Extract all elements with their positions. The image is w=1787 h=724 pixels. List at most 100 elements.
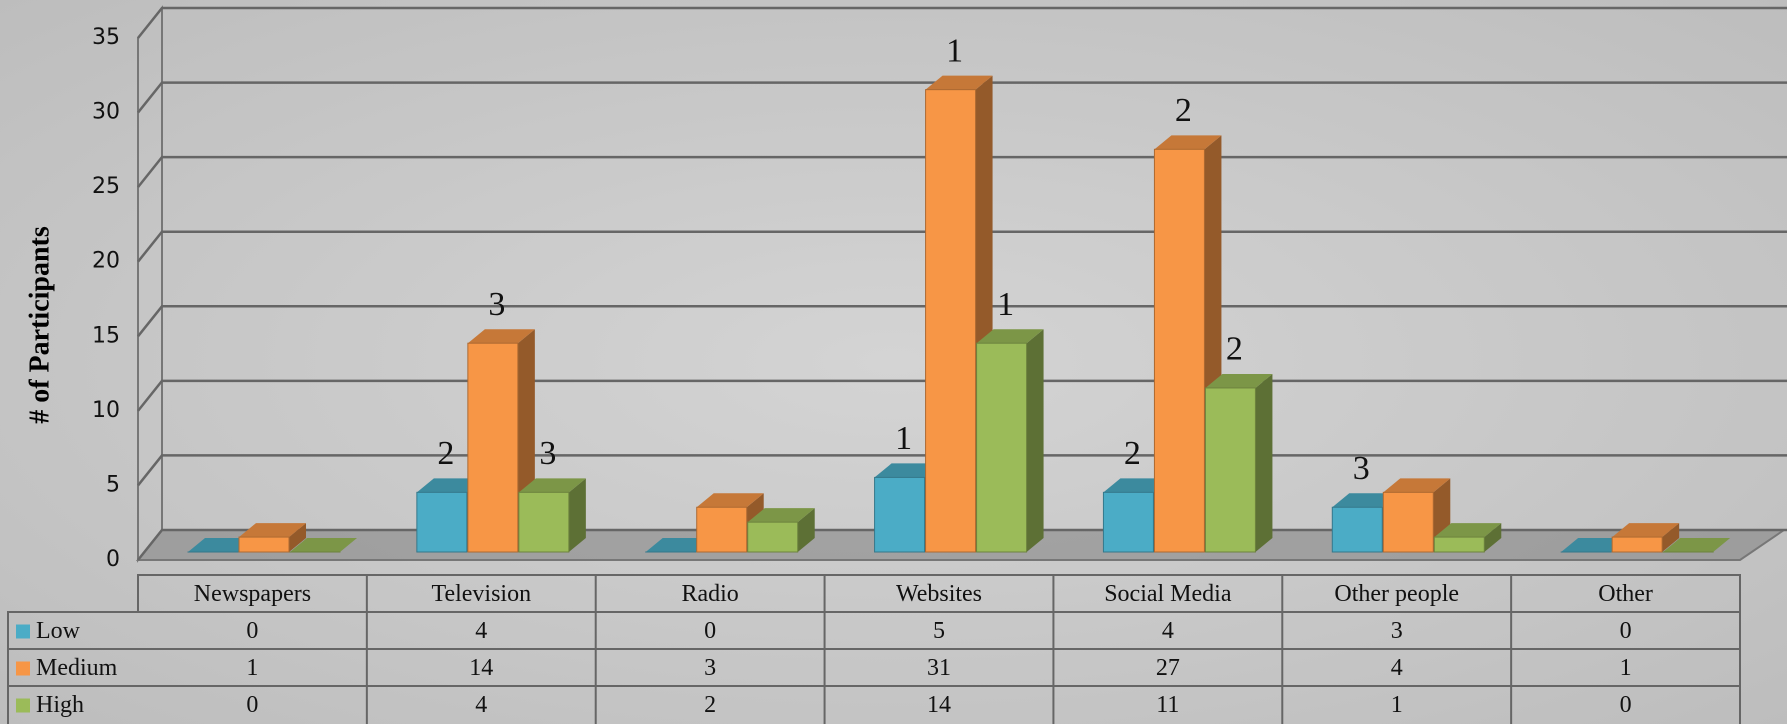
y-tick-label: 35 [92, 25, 120, 50]
bar-top [188, 538, 255, 552]
table-cell: 0 [704, 618, 716, 644]
bar-side [1255, 373, 1273, 552]
bar [1204, 387, 1256, 553]
bar [1611, 536, 1663, 553]
bar [416, 491, 468, 553]
table-cell: 0 [246, 618, 258, 644]
y-tick-label: 30 [92, 100, 120, 125]
bar-top [1332, 493, 1400, 508]
bar-annotation: 2 [1175, 92, 1192, 129]
bar-top [416, 478, 484, 493]
table-cell: 1 [1391, 692, 1403, 718]
table-cell: 0 [1620, 618, 1632, 644]
table-cell: 5 [933, 618, 945, 644]
y-tick-label: 10 [92, 398, 120, 423]
bar [874, 476, 926, 553]
bar [238, 536, 290, 553]
bar-annotation: 1 [895, 420, 912, 457]
x-tick-label: Other [1598, 581, 1653, 607]
bar-side [1662, 523, 1680, 552]
x-tick-label: Websites [896, 581, 982, 607]
table-cell: 0 [246, 692, 258, 718]
legend-swatch [16, 698, 30, 713]
table-cell: 1 [246, 655, 258, 681]
bar-side [1026, 329, 1044, 552]
x-tick-label: Social Media [1104, 581, 1232, 607]
bar-top [1205, 373, 1273, 388]
bar-side [568, 478, 586, 552]
bar-top [925, 75, 993, 90]
bar-top [239, 523, 306, 538]
table-cell: 4 [1391, 655, 1403, 681]
table-cell: 1 [1620, 655, 1632, 681]
bar-annotation: 2 [1226, 331, 1243, 368]
table-cell: 14 [469, 655, 493, 681]
table-cell: 4 [1162, 618, 1174, 644]
bar [925, 89, 977, 553]
bar-annotation: 3 [488, 286, 505, 323]
bar [518, 491, 570, 553]
bar [696, 506, 748, 553]
bar-top [1612, 523, 1680, 538]
grid-line [137, 6, 1787, 39]
bar-top [1383, 478, 1451, 493]
bar-top [1434, 523, 1502, 538]
bar [747, 521, 799, 553]
bar [467, 342, 519, 553]
bar-annotation: 1 [997, 286, 1014, 323]
y-tick-label: 5 [106, 472, 120, 497]
bar-annotation: 3 [1353, 450, 1370, 487]
bar-side [289, 523, 306, 552]
data-table-body [7, 611, 1741, 724]
legend-label: Medium [36, 655, 118, 681]
table-cell: 14 [927, 692, 951, 718]
y-tick-label: 0 [106, 547, 120, 572]
table-cell: 11 [1156, 692, 1179, 718]
legend-label: Low [36, 618, 81, 644]
bar [1153, 148, 1205, 553]
y-tick-label: 15 [92, 323, 120, 348]
bar-side [1484, 523, 1502, 552]
y-tick-label: 25 [92, 174, 120, 199]
table-cell: 2 [704, 692, 716, 718]
table-cell: 31 [927, 655, 951, 681]
bar [1102, 491, 1154, 553]
bar-top [696, 493, 764, 508]
x-tick-label: Newspapers [194, 581, 311, 607]
table-cell: 27 [1156, 655, 1180, 681]
bar-top [467, 329, 535, 344]
table-cell: 4 [475, 692, 487, 718]
y-tick-label: 20 [92, 249, 120, 274]
x-tick-label: Television [431, 581, 531, 607]
bar [1331, 506, 1383, 553]
grid-line [137, 230, 1787, 263]
bar-top [1663, 538, 1731, 552]
table-cell: 3 [1391, 618, 1403, 644]
table-cell: 0 [1620, 692, 1632, 718]
bar-annotation: 1 [946, 32, 963, 69]
bar-top [645, 538, 713, 552]
bar-annotation: 2 [437, 435, 454, 472]
bar [976, 342, 1028, 553]
bar-top [1561, 538, 1629, 552]
bar-top [1154, 135, 1222, 150]
x-tick-label: Other people [1334, 581, 1459, 607]
bar-side [797, 508, 815, 552]
grid-line [137, 305, 1787, 338]
legend-swatch [16, 624, 30, 639]
bar-top [290, 538, 357, 552]
table-cell: 3 [704, 655, 716, 681]
grid-line [137, 155, 1787, 188]
bar [1433, 536, 1485, 553]
bar [1382, 491, 1434, 553]
bar-top [874, 463, 942, 478]
bar-top [518, 478, 586, 493]
back-wall [137, 5, 163, 563]
bar-top [747, 508, 815, 523]
grid-line [137, 81, 1787, 114]
y-axis-label: # of Participants [24, 226, 55, 424]
bar-annotation: 2 [1124, 435, 1141, 472]
legend-swatch [16, 661, 30, 676]
bar-top [976, 329, 1044, 344]
